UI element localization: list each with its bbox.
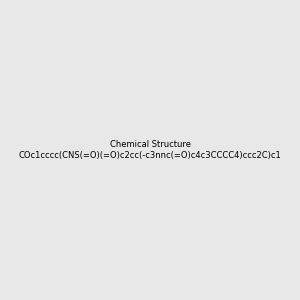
Text: Chemical Structure
COc1cccc(CNS(=O)(=O)c2cc(-c3nnc(=O)c4c3CCCC4)ccc2C)c1: Chemical Structure COc1cccc(CNS(=O)(=O)c…	[19, 140, 281, 160]
